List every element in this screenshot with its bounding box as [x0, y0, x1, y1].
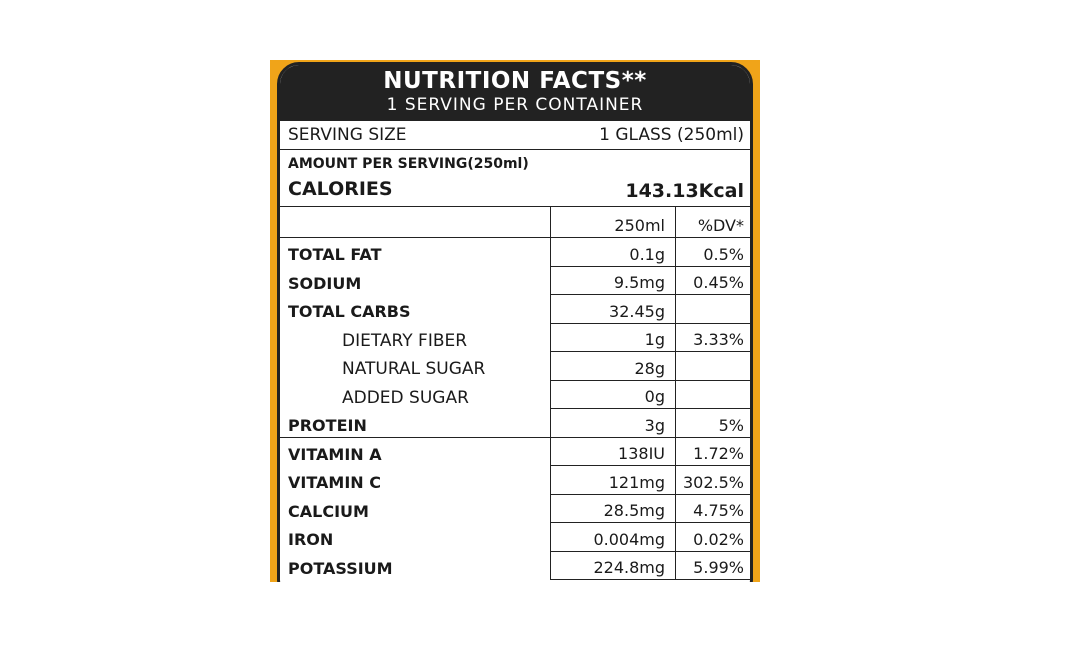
- nutrient-qty: 9.5mg: [550, 266, 676, 295]
- nutrient-qty: 1g: [550, 323, 676, 352]
- nutrient-dv: 1.72%: [675, 437, 750, 466]
- nutrient-qty: 28.5mg: [550, 494, 676, 523]
- column-quantity-header: 250ml: [550, 207, 676, 238]
- nutrient-row-vitamin-c: VITAMIN C 121mg 302.5%: [280, 465, 750, 495]
- image-crop-edge: [270, 582, 760, 671]
- nutrient-qty: 0g: [550, 380, 676, 409]
- label-title: NUTRITION FACTS**: [383, 68, 647, 94]
- calories-label: CALORIES: [288, 178, 393, 200]
- nutrient-name: SODIUM: [288, 273, 362, 293]
- nutrient-dv: [675, 351, 750, 381]
- calories-value: 143.13Kcal: [625, 180, 744, 202]
- nutrient-row-total-carbs: TOTAL CARBS 32.45g: [280, 294, 750, 324]
- serving-size-label: SERVING SIZE: [288, 125, 407, 145]
- nutrient-row-iron: IRON 0.004mg 0.02%: [280, 522, 750, 552]
- nutrient-name: CALCIUM: [288, 501, 369, 521]
- nutrient-row-vitamin-a: VITAMIN A 138IU 1.72%: [280, 437, 750, 466]
- column-dv-header: %DV*: [675, 207, 750, 238]
- nutrient-dv: 3.33%: [675, 323, 750, 352]
- label-header: NUTRITION FACTS** 1 SERVING PER CONTAINE…: [280, 65, 750, 121]
- header-name-cell: [280, 207, 551, 238]
- nutrient-qty: 224.8mg: [550, 551, 676, 580]
- nutrient-name: DIETARY FIBER: [342, 330, 468, 351]
- nutrient-dv: 302.5%: [675, 465, 750, 495]
- nutrient-dv: 0.5%: [675, 237, 750, 267]
- nutrient-row-potassium: POTASSIUM 224.8mg 5.99%: [280, 551, 750, 580]
- nutrient-dv: [675, 294, 750, 324]
- nutrient-name: ADDED SUGAR: [342, 387, 469, 408]
- nutrient-row-sodium: SODIUM 9.5mg 0.45%: [280, 266, 750, 295]
- servings-per-container: 1 SERVING PER CONTAINER: [386, 95, 644, 115]
- nutrition-facts-label: NUTRITION FACTS** 1 SERVING PER CONTAINE…: [277, 62, 753, 602]
- nutrient-dv: 5%: [675, 408, 750, 438]
- nutrient-row-natural-sugar: NATURAL SUGAR 28g: [280, 351, 750, 381]
- nutrient-row-calcium: CALCIUM 28.5mg 4.75%: [280, 494, 750, 523]
- nutrient-name: VITAMIN C: [288, 473, 381, 492]
- nutrient-name: PROTEIN: [280, 408, 551, 438]
- nutrient-row-protein: PROTEIN 3g 5%: [280, 408, 750, 438]
- nutrient-name: POTASSIUM: [288, 558, 393, 578]
- nutrient-row-dietary-fiber: DIETARY FIBER 1g 3.33%: [280, 323, 750, 352]
- nutrient-qty: 3g: [550, 408, 676, 438]
- serving-size-value: 1 GLASS (250ml): [599, 125, 744, 145]
- nutrient-qty: 0.1g: [550, 237, 676, 267]
- nutrient-qty: 138IU: [550, 437, 676, 466]
- nutrient-dv: 0.02%: [675, 522, 750, 552]
- nutrient-name: IRON: [288, 530, 334, 549]
- nutrient-dv: [675, 380, 750, 409]
- nutrient-row-total-fat: TOTAL FAT 0.1g 0.5%: [280, 237, 750, 267]
- amount-per-serving: AMOUNT PER SERVING(250ml): [288, 156, 529, 172]
- nutrient-qty: 32.45g: [550, 294, 676, 324]
- nutrient-qty: 121mg: [550, 465, 676, 495]
- nutrient-dv: 4.75%: [675, 494, 750, 523]
- nutrient-name: NATURAL SUGAR: [342, 359, 486, 379]
- nutrient-name: TOTAL CARBS: [288, 302, 411, 321]
- nutrient-qty: 0.004mg: [550, 522, 676, 552]
- nutrient-dv: 0.45%: [675, 266, 750, 295]
- nutrient-dv: 5.99%: [675, 551, 750, 580]
- nutrient-table-header: 250ml %DV*: [280, 207, 750, 238]
- nutrient-name: VITAMIN A: [288, 444, 382, 464]
- nutrient-name: TOTAL FAT: [288, 245, 382, 264]
- nutrient-table: 250ml %DV* TOTAL FAT 0.1g 0.5% SODIUM 9.…: [280, 207, 750, 580]
- nutrient-row-added-sugar: ADDED SUGAR 0g: [280, 380, 750, 409]
- nutrient-qty: 28g: [550, 351, 676, 381]
- serving-size-row: SERVING SIZE 1 GLASS (250ml): [280, 121, 750, 150]
- calories-block: AMOUNT PER SERVING(250ml) CALORIES 143.1…: [280, 150, 750, 207]
